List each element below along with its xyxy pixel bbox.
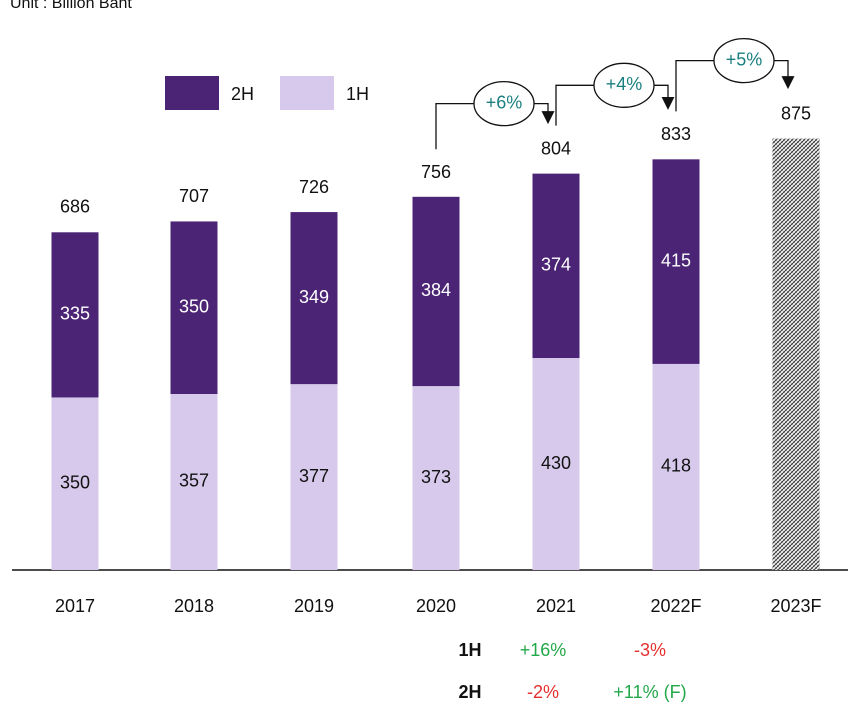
legend-swatch [280,76,334,110]
total-label: 875 [781,103,811,123]
x-tick-label: 2023F [770,596,821,616]
growth-arrow [774,59,795,90]
bar-segment [652,159,700,364]
growth-label: +6% [486,92,523,112]
x-tick-label: 2018 [174,596,214,616]
growth-connector [675,59,714,112]
x-tick-label: 2019 [294,596,334,616]
bar-value-label: 349 [299,287,329,307]
growth-bubble [473,80,535,127]
total-label: 756 [421,162,451,182]
forecast-bar [772,138,820,570]
total-label: 707 [179,186,209,206]
bar-segment [412,196,460,387]
x-tick-label: 2021 [536,596,576,616]
bar-segment [532,358,580,570]
bar-value-label: 374 [541,255,571,275]
growth-arrow [654,84,675,110]
bar-segment [170,221,218,394]
growth-value: -3% [634,640,666,660]
bar-value-label: 415 [661,250,691,270]
total-label: 804 [541,138,571,158]
growth-connector [435,102,474,150]
growth-label: +5% [726,49,763,69]
bar-segment [412,386,460,570]
legend-swatch [165,76,219,110]
x-tick-label: 2017 [55,596,95,616]
bar-segment [532,173,580,359]
bar-value-label: 350 [179,296,209,316]
bar-value-label: 373 [421,467,451,487]
bar-segment [290,384,338,570]
bar-value-label: 357 [179,471,209,491]
bar-value-label: 430 [541,453,571,473]
bar-segment [652,363,700,570]
x-tick-label: 2020 [416,596,456,616]
bar-value-label: 335 [60,304,90,324]
growth-bubble [593,62,655,108]
bar-segment [170,393,218,570]
bar-value-label: 384 [421,280,451,300]
bar-segment [290,212,338,385]
growth-arrow [534,102,555,125]
bar-value-label: 418 [661,456,691,476]
bar-segment [51,232,99,398]
growth-bubble [713,37,775,84]
growth-label: +4% [606,74,643,94]
growth-row-label: 1H [458,640,481,660]
chart-title: Unit : Billion Baht [10,0,132,12]
bar-value-label: 350 [60,472,90,492]
growth-value: -2% [527,682,559,702]
legend-label: 2H [231,84,254,104]
growth-row-label: 2H [458,682,481,702]
bar-segment [51,397,99,570]
total-label: 726 [299,177,329,197]
growth-value: +11% (F) [613,682,686,702]
growth-value: +16% [520,640,567,660]
x-tick-label: 2022F [650,596,701,616]
total-label: 833 [661,124,691,144]
bar-value-label: 377 [299,466,329,486]
legend-label: 1H [346,84,369,104]
growth-connector [555,84,594,126]
total-label: 686 [60,197,90,217]
